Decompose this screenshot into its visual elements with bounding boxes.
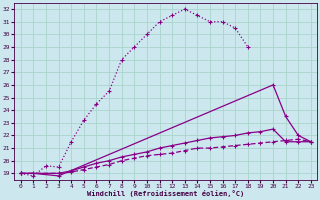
X-axis label: Windchill (Refroidissement éolien,°C): Windchill (Refroidissement éolien,°C): [87, 190, 244, 197]
